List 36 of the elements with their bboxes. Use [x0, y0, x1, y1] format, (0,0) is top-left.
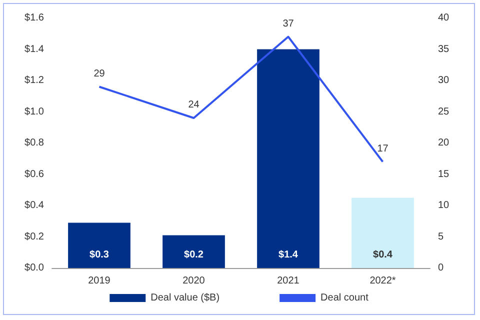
y-tick-label: $1.6 — [24, 12, 44, 24]
y2-tick-label: 25 — [438, 106, 450, 118]
y2-tick-label: 10 — [438, 200, 450, 211]
bar — [257, 49, 320, 268]
y2-tick-label: 5 — [438, 231, 444, 242]
y-tick-label: $0.6 — [24, 168, 44, 180]
y2-tick-label: 35 — [438, 44, 450, 55]
x-tick-label: 2021 — [277, 276, 300, 286]
y-tick-label: $1.2 — [24, 75, 44, 86]
x-tick-label: 2019 — [88, 276, 111, 286]
x-tick-label: 2022* — [370, 276, 396, 286]
data-label: 37 — [282, 18, 294, 30]
data-label: $0.2 — [184, 250, 204, 260]
y-tick-label: $1.0 — [24, 106, 44, 118]
legend-label: Deal count — [320, 292, 369, 304]
data-label: $1.4 — [278, 250, 298, 260]
y-tick-label: $1.4 — [24, 44, 44, 55]
y-tick-label: $0.8 — [24, 138, 44, 148]
y2-tick-label: 0 — [438, 262, 444, 274]
y-tick-label: $0.2 — [24, 231, 44, 242]
y-tick-label: $0.0 — [24, 262, 44, 274]
x-tick-label: 2020 — [182, 276, 206, 286]
y2-tick-label: 15 — [438, 168, 450, 180]
data-label: 24 — [188, 100, 200, 110]
bar — [162, 235, 225, 268]
bar — [68, 222, 130, 268]
y-tick-label: $0.4 — [24, 200, 44, 211]
legend-label: Deal value ($B) — [150, 292, 220, 304]
y2-tick-label: 40 — [438, 12, 450, 24]
data-label: 29 — [94, 68, 106, 80]
bar — [352, 198, 414, 268]
data-label: 17 — [377, 143, 389, 154]
data-label: $0.4 — [373, 250, 393, 260]
y2-tick-label: 20 — [438, 138, 450, 148]
y2-tick-label: 30 — [438, 75, 450, 86]
data-label: $0.3 — [90, 250, 110, 260]
